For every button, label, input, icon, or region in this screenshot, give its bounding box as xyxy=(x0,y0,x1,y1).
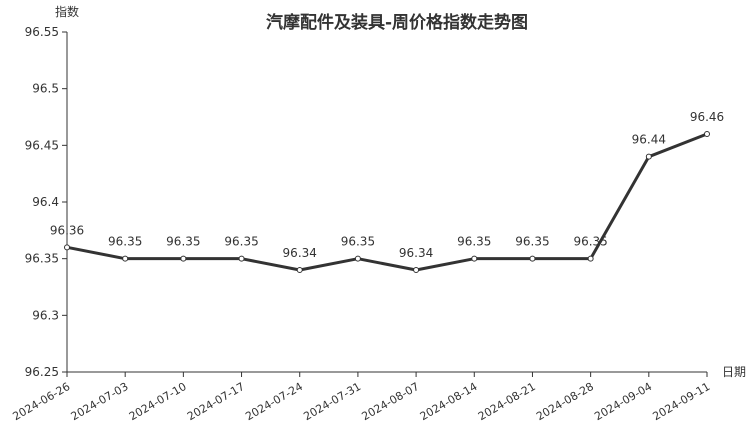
x-tick-label: 2024-07-17 xyxy=(185,380,247,423)
data-label: 96.35 xyxy=(573,235,607,249)
data-point xyxy=(354,255,361,262)
y-axis-label: 指数 xyxy=(55,4,79,19)
data-label: 96.44 xyxy=(632,133,666,147)
y-tick-label: 96.55 xyxy=(25,25,59,39)
data-point xyxy=(645,153,652,160)
data-label: 96.36 xyxy=(50,223,84,237)
x-tick-label: 2024-08-21 xyxy=(476,380,538,423)
y-tick-label: 96.3 xyxy=(32,308,59,322)
data-label: 96.35 xyxy=(224,235,258,249)
x-tick-label: 2024-08-07 xyxy=(360,380,422,423)
x-axis-label: 日期 xyxy=(722,365,746,379)
x-tick-label: 2024-07-10 xyxy=(127,380,189,423)
data-label: 96.35 xyxy=(341,235,375,249)
x-tick-label: 2024-08-28 xyxy=(534,380,596,423)
x-tick-label: 2024-07-24 xyxy=(243,380,305,423)
data-label: 96.35 xyxy=(166,235,200,249)
data-label: 96.34 xyxy=(283,246,317,260)
data-label: 96.35 xyxy=(515,235,549,249)
data-point xyxy=(64,244,70,251)
data-point xyxy=(122,255,129,262)
data-point xyxy=(704,131,710,137)
data-point xyxy=(180,255,187,262)
data-label: 96.35 xyxy=(457,235,491,249)
x-tick-label: 2024-07-03 xyxy=(69,380,131,423)
x-tick-label: 2024-09-04 xyxy=(592,380,654,423)
y-tick-label: 96.25 xyxy=(25,365,59,379)
data-point xyxy=(529,255,536,262)
data-label: 96.35 xyxy=(108,235,142,249)
chart-title: 汽摩配件及装具-周价格指数走势图 xyxy=(266,12,528,33)
y-tick-label: 96.4 xyxy=(32,195,59,209)
data-point xyxy=(238,255,245,262)
data-point xyxy=(587,255,594,262)
x-tick-label: 2024-07-31 xyxy=(301,380,363,423)
x-tick-label: 2024-08-14 xyxy=(418,380,480,423)
x-tick-label: 2024-09-11 xyxy=(650,380,712,423)
data-label: 96.46 xyxy=(690,110,724,124)
series-line xyxy=(66,132,708,272)
y-tick-label: 96.45 xyxy=(25,138,59,152)
data-point xyxy=(413,267,420,273)
y-tick-label: 96.5 xyxy=(32,82,59,96)
data-point xyxy=(296,267,303,273)
data-label: 96.34 xyxy=(399,246,433,260)
y-tick-label: 96.35 xyxy=(25,252,59,266)
data-point xyxy=(471,255,478,262)
x-tick-label: 2024-06-26 xyxy=(10,380,72,423)
